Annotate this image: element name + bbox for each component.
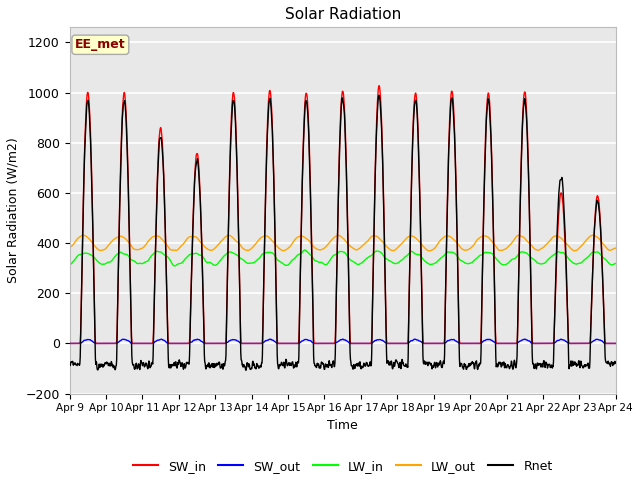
SW_in: [499, 340, 507, 346]
Rnet: [188, 290, 195, 296]
LW_in: [171, 263, 179, 269]
LW_in: [612, 261, 620, 266]
SW_in: [174, 340, 182, 346]
SW_in: [428, 340, 435, 346]
Rnet: [612, 360, 620, 366]
SW_out: [612, 340, 620, 346]
LW_in: [500, 262, 508, 268]
Rnet: [548, 362, 556, 368]
Rnet: [249, 360, 257, 365]
SW_out: [66, 340, 74, 346]
LW_in: [428, 262, 436, 267]
SW_in: [376, 83, 383, 89]
Line: LW_in: LW_in: [70, 250, 616, 266]
Line: SW_in: SW_in: [70, 86, 616, 343]
LW_out: [174, 247, 182, 252]
LW_out: [589, 232, 597, 238]
LW_out: [188, 234, 195, 240]
SW_out: [188, 339, 195, 345]
LW_out: [499, 247, 507, 253]
LW_out: [248, 245, 256, 251]
LW_out: [425, 248, 433, 254]
Rnet: [428, 366, 436, 372]
SW_out: [499, 340, 507, 346]
SW_in: [66, 340, 74, 346]
Y-axis label: Solar Radiation (W/m2): Solar Radiation (W/m2): [7, 138, 20, 283]
SW_in: [612, 340, 620, 346]
LW_out: [428, 247, 435, 253]
LW_in: [548, 253, 556, 259]
LW_in: [174, 261, 182, 267]
SW_out: [157, 336, 165, 342]
SW_in: [547, 340, 555, 346]
LW_out: [547, 236, 555, 242]
SW_out: [174, 340, 182, 346]
LW_in: [301, 247, 308, 253]
Rnet: [500, 360, 508, 366]
SW_out: [249, 340, 257, 346]
LW_out: [612, 245, 620, 251]
LW_out: [66, 244, 74, 250]
Line: Rnet: Rnet: [70, 96, 616, 370]
Line: SW_out: SW_out: [70, 339, 616, 343]
SW_in: [188, 288, 195, 293]
Legend: SW_in, SW_out, LW_in, LW_out, Rnet: SW_in, SW_out, LW_in, LW_out, Rnet: [127, 455, 557, 478]
Rnet: [375, 93, 383, 98]
SW_out: [547, 340, 555, 346]
X-axis label: Time: Time: [327, 419, 358, 432]
Title: Solar Radiation: Solar Radiation: [285, 7, 401, 22]
SW_in: [248, 340, 256, 346]
Rnet: [174, 360, 182, 365]
Text: EE_met: EE_met: [75, 38, 125, 51]
SW_out: [428, 340, 435, 346]
LW_in: [66, 262, 74, 268]
LW_in: [249, 260, 257, 266]
LW_in: [188, 251, 195, 257]
Rnet: [66, 363, 74, 369]
Rnet: [242, 367, 250, 373]
Line: LW_out: LW_out: [70, 235, 616, 251]
